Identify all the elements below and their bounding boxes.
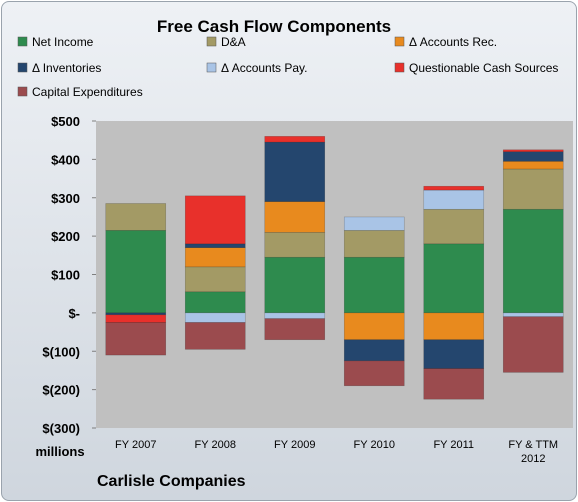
y-unit-label: millions bbox=[35, 444, 84, 459]
bar-stack-fy-2008 bbox=[184, 195, 246, 350]
bar-capital-expenditures-fy-ttm-2012 bbox=[502, 316, 564, 373]
bar-accounts-rec-fy-2009 bbox=[264, 201, 326, 233]
bar-accounts-rec-fy-2008 bbox=[184, 247, 246, 268]
bar-questionable-cash-sources-fy-2011 bbox=[423, 185, 485, 191]
x-tick-label: FY 2011 bbox=[433, 439, 474, 451]
bar-inventories-fy-2011 bbox=[423, 339, 485, 369]
bar-d-a-fy-2008 bbox=[184, 266, 246, 293]
bar-net-income-fy-2010 bbox=[343, 256, 405, 314]
y-tick-label: $(200) bbox=[42, 383, 80, 398]
legend-swatch bbox=[206, 62, 217, 73]
legend-item-d-a: D&A bbox=[206, 35, 246, 49]
y-tick-label: $(300) bbox=[42, 421, 80, 436]
legend-label: Δ Accounts Pay. bbox=[221, 61, 308, 75]
legend-label: Δ Inventories bbox=[32, 61, 101, 75]
bar-d-a-fy-2011 bbox=[423, 208, 485, 245]
y-tick-label: $200 bbox=[51, 229, 80, 244]
legend-swatch bbox=[17, 62, 28, 73]
y-tick-label: $100 bbox=[51, 268, 80, 283]
bar-questionable-cash-sources-fy-2008 bbox=[184, 195, 246, 245]
bar-d-a-fy-ttm-2012 bbox=[502, 168, 564, 210]
legend-item-accounts-pay: Δ Accounts Pay. bbox=[206, 61, 308, 75]
bar-questionable-cash-sources-fy-2009 bbox=[264, 136, 326, 143]
bar-stack-fy-2011 bbox=[423, 185, 485, 400]
legend-item-questionable-cash-sources: Questionable Cash Sources bbox=[394, 61, 558, 75]
legend-label: Net Income bbox=[32, 35, 94, 49]
legend-label: Δ Accounts Rec. bbox=[409, 35, 497, 49]
bar-capital-expenditures-fy-2008 bbox=[184, 322, 246, 350]
legend-label: Capital Expenditures bbox=[32, 85, 143, 99]
bar-accounts-rec-fy-ttm-2012 bbox=[502, 160, 564, 170]
bar-stack-fy-2007 bbox=[105, 203, 167, 356]
bar-net-income-fy-ttm-2012 bbox=[502, 208, 564, 314]
legend-label: D&A bbox=[221, 35, 246, 49]
x-axis: FY 2007 FY 2008 FY 2009 FY 2010 FY 2011 FY & … bbox=[115, 439, 558, 465]
y-tick-label: $300 bbox=[51, 191, 80, 206]
bar-accounts-pay-fy-2010 bbox=[343, 216, 405, 231]
legend-swatch bbox=[394, 36, 405, 47]
legend-item-inventories: Δ Inventories bbox=[17, 61, 101, 75]
legend: Net Income D&A Δ Accounts Rec. Δ Inventorie… bbox=[17, 35, 558, 99]
plot-area bbox=[96, 121, 573, 428]
bar-accounts-rec-fy-2011 bbox=[423, 312, 485, 341]
x-tick-label: FY 2008 bbox=[195, 439, 236, 451]
legend-swatch bbox=[17, 86, 28, 97]
y-tick-label: $(100) bbox=[42, 344, 80, 359]
x-tick-label: FY 2010 bbox=[354, 439, 395, 451]
bar-stack-fy-2009 bbox=[264, 136, 326, 341]
bar-stack-fy-2010 bbox=[343, 216, 405, 387]
bar-net-income-fy-2008 bbox=[184, 291, 246, 314]
chart-title: Free Cash Flow Components bbox=[157, 17, 391, 36]
y-tick-label: $- bbox=[68, 306, 80, 321]
bar-inventories-fy-2010 bbox=[343, 339, 405, 362]
bar-questionable-cash-sources-fy-ttm-2012 bbox=[502, 149, 564, 152]
bar-accounts-pay-fy-2009 bbox=[264, 312, 326, 319]
bar-accounts-pay-fy-2011 bbox=[423, 189, 485, 210]
x-tick-label: FY 2009 bbox=[274, 439, 315, 451]
bar-capital-expenditures-fy-2010 bbox=[343, 360, 405, 387]
legend-swatch bbox=[394, 62, 405, 73]
bar-net-income-fy-2007 bbox=[105, 230, 167, 314]
company-name: Carlisle Companies bbox=[97, 473, 246, 490]
bar-inventories-fy-2009 bbox=[264, 141, 326, 202]
bar-inventories-fy-2008 bbox=[184, 243, 246, 248]
bar-accounts-rec-fy-2010 bbox=[343, 312, 405, 341]
bar-net-income-fy-2011 bbox=[423, 243, 485, 314]
bar-accounts-pay-fy-ttm-2012 bbox=[502, 312, 564, 318]
legend-swatch bbox=[17, 36, 28, 47]
bar-stack-fy-ttm-2012 bbox=[502, 149, 564, 373]
bar-d-a-fy-2007 bbox=[105, 203, 167, 231]
bar-questionable-cash-sources-fy-2007 bbox=[105, 314, 167, 323]
bar-net-income-fy-2009 bbox=[264, 256, 326, 314]
legend-item-net-income: Net Income bbox=[17, 35, 94, 49]
legend-item-capital-expenditures: Capital Expenditures bbox=[17, 85, 143, 99]
y-tick-label: $500 bbox=[51, 114, 80, 129]
bar-inventories-fy-ttm-2012 bbox=[502, 151, 564, 162]
bars bbox=[105, 136, 564, 400]
bar-d-a-fy-2009 bbox=[264, 231, 326, 258]
legend-item-accounts-rec: Δ Accounts Rec. bbox=[394, 35, 497, 49]
bar-d-a-fy-2010 bbox=[343, 230, 405, 258]
legend-label: Questionable Cash Sources bbox=[409, 61, 558, 75]
bar-capital-expenditures-fy-2009 bbox=[264, 318, 326, 341]
x-tick-label: FY 2007 bbox=[115, 439, 156, 451]
bar-capital-expenditures-fy-2007 bbox=[105, 322, 167, 356]
bar-accounts-pay-fy-2008 bbox=[184, 312, 246, 323]
x-tick-label: FY & TTM 2012 bbox=[508, 439, 558, 465]
y-axis: $500 $400 $300 $200 $100 $- $(100) $(200) $(300) bbox=[42, 114, 96, 436]
legend-swatch bbox=[206, 36, 217, 47]
y-tick-label: $400 bbox=[51, 152, 80, 167]
bar-capital-expenditures-fy-2011 bbox=[423, 368, 485, 400]
